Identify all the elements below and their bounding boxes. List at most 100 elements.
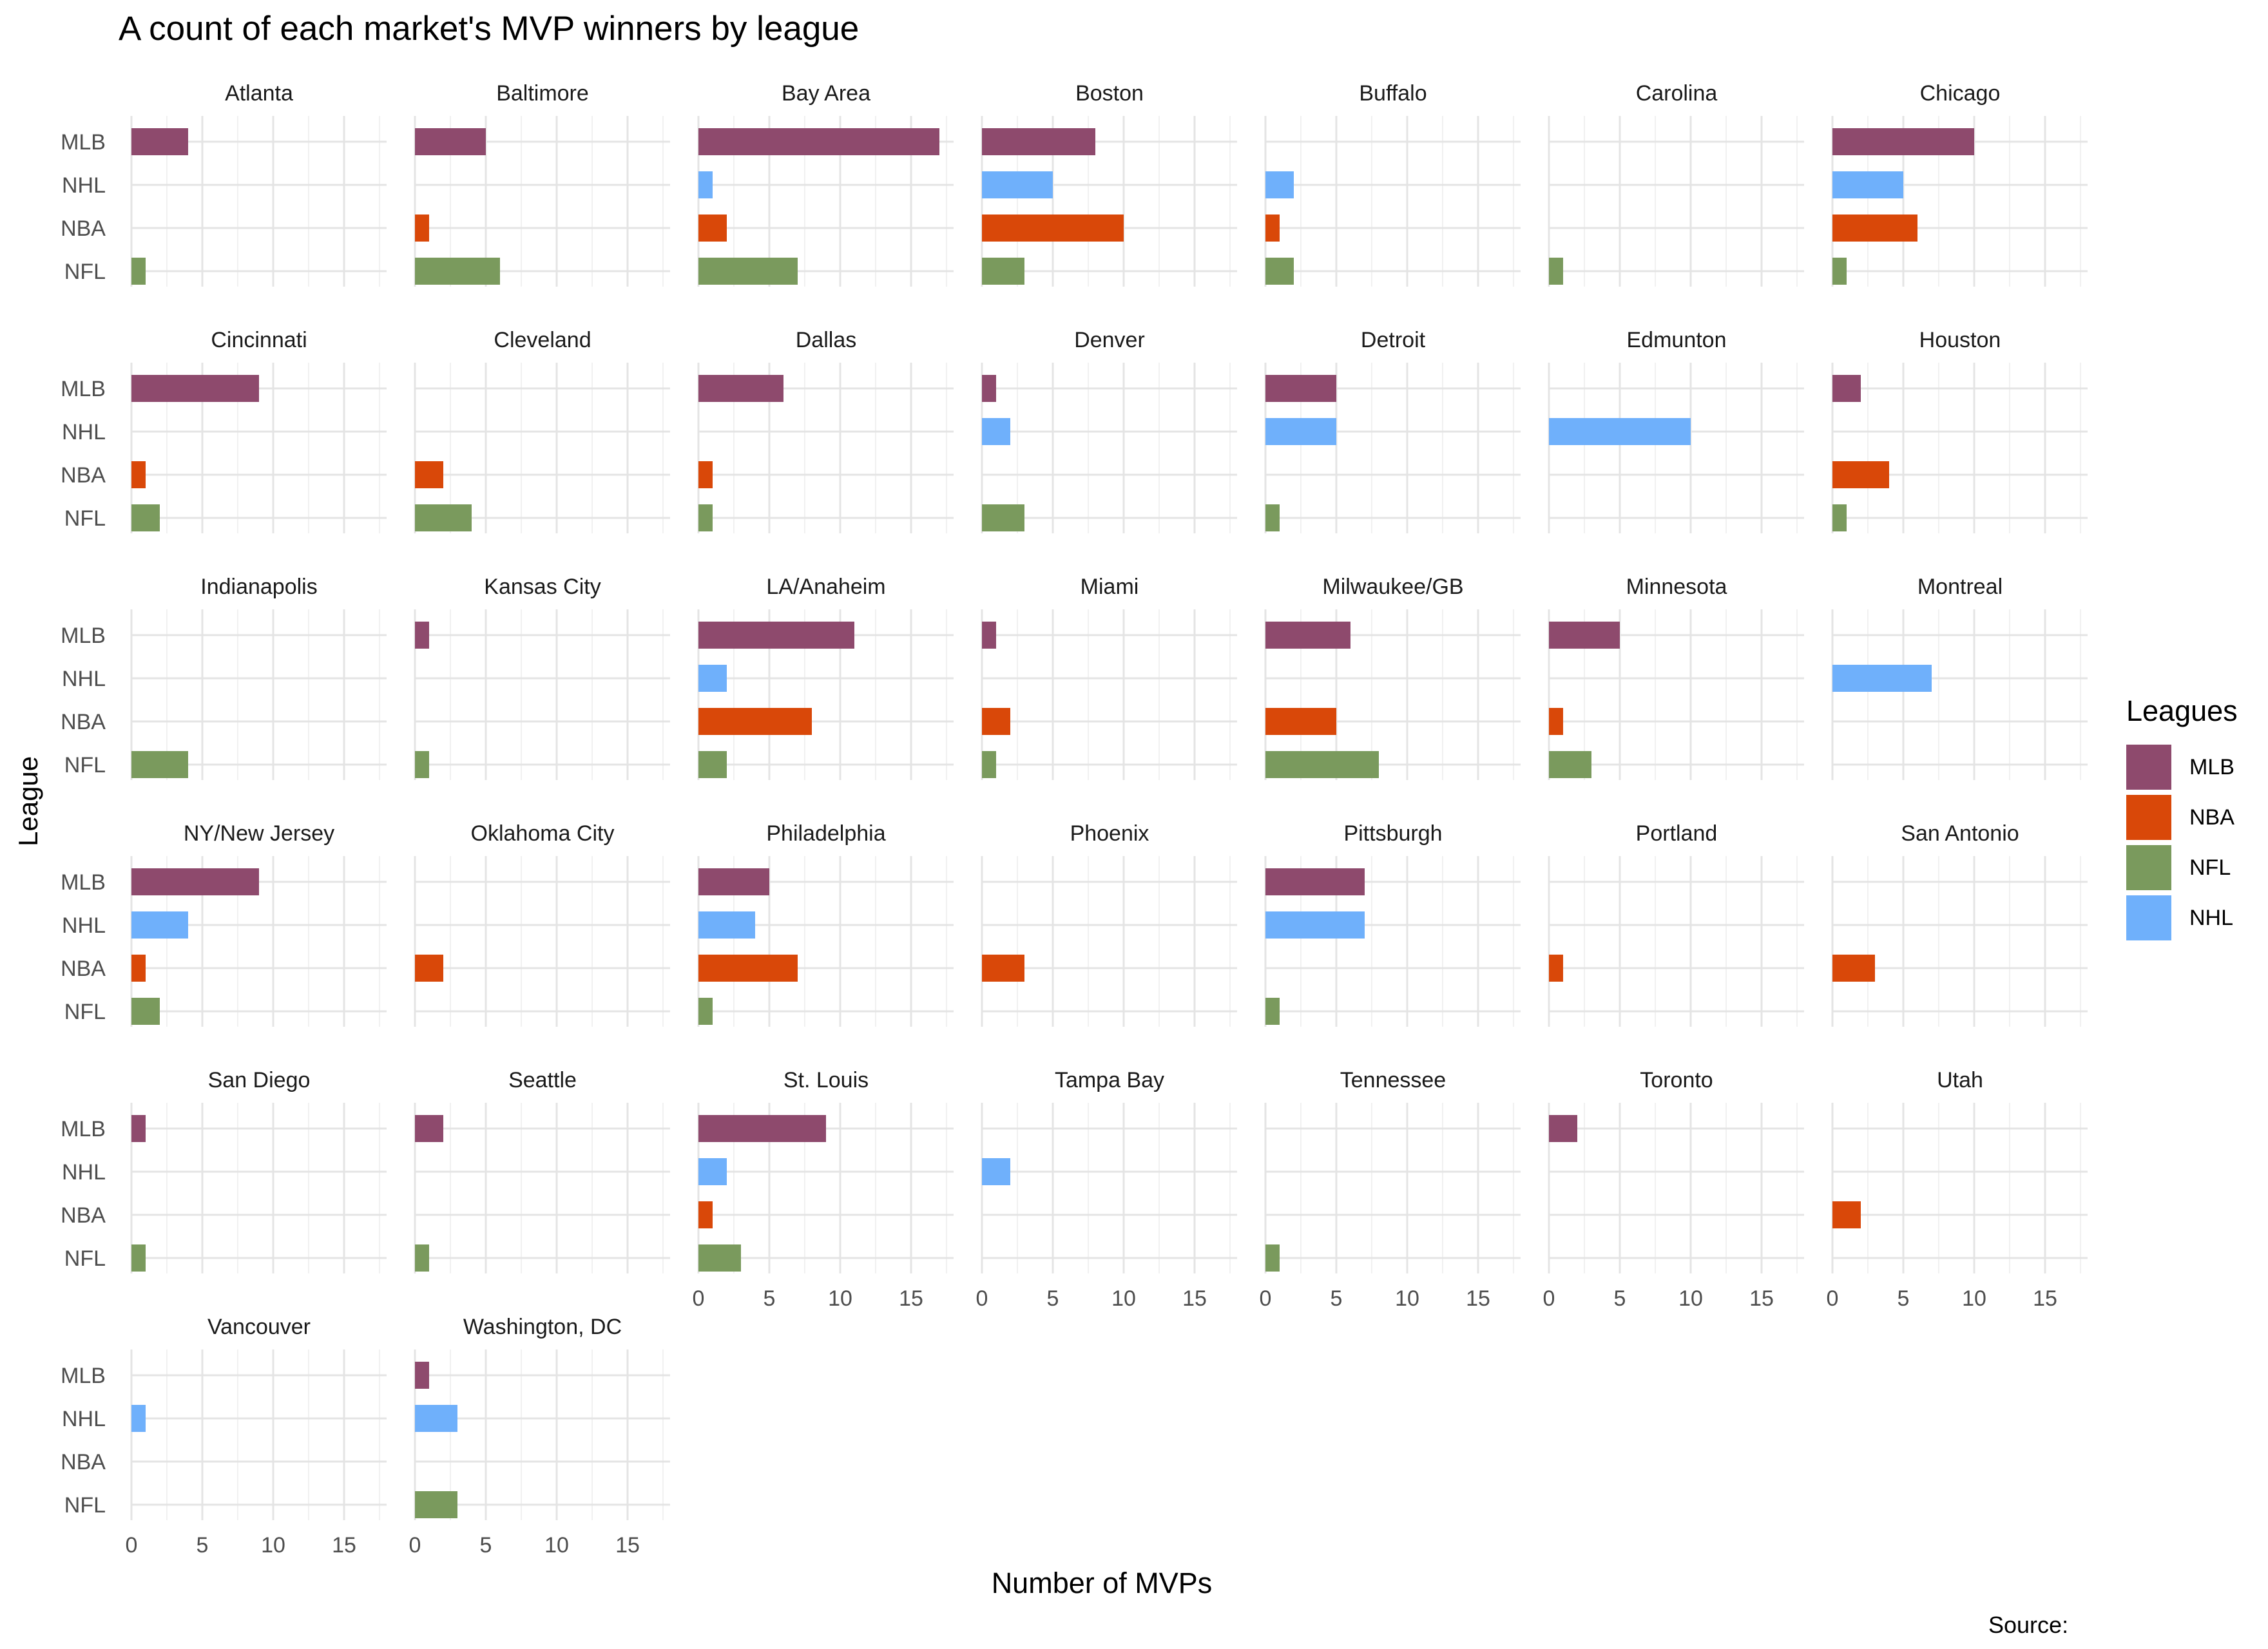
bar-mlb bbox=[698, 868, 769, 895]
bar-mlb bbox=[131, 375, 259, 402]
facet-panel: Minnesota bbox=[1548, 575, 1804, 780]
bar-nba bbox=[1832, 955, 1875, 982]
facet-panel: Edmunton bbox=[1548, 328, 1804, 533]
x-tick-label: 15 bbox=[332, 1533, 356, 1558]
bar-mlb bbox=[415, 1115, 443, 1142]
legend-item-nhl: NHL bbox=[2126, 893, 2238, 943]
bar-nba bbox=[982, 955, 1024, 982]
x-tick-label: 10 bbox=[261, 1533, 285, 1558]
facet-label: Montreal bbox=[1917, 575, 2003, 599]
x-tick-label: 5 bbox=[1898, 1286, 1910, 1311]
facet-label: San Diego bbox=[208, 1068, 311, 1092]
facet-label: NY/New Jersey bbox=[184, 821, 334, 846]
bar-nfl bbox=[1832, 258, 1847, 285]
facet-label: Seattle bbox=[508, 1068, 577, 1092]
legend-label: NBA bbox=[2189, 805, 2234, 830]
facet-label: Edmunton bbox=[1627, 328, 1727, 352]
x-tick-label: 10 bbox=[1111, 1286, 1136, 1311]
bar-mlb bbox=[415, 128, 486, 155]
bar-nhl bbox=[698, 171, 713, 198]
bar-mlb bbox=[1549, 1115, 1577, 1142]
facet-label: Boston bbox=[1075, 81, 1144, 106]
y-tick-label: NFL bbox=[64, 753, 106, 777]
y-tick-label: NBA bbox=[61, 216, 106, 241]
bar-nfl bbox=[131, 504, 160, 531]
bar-mlb bbox=[131, 868, 259, 895]
x-tick-label: 15 bbox=[1182, 1286, 1207, 1311]
bar-nba bbox=[1832, 1201, 1861, 1228]
x-tick-label: 0 bbox=[693, 1286, 705, 1311]
bar-nhl bbox=[698, 1158, 727, 1185]
facet-label: Tennessee bbox=[1340, 1068, 1446, 1092]
bar-nfl bbox=[1265, 751, 1379, 778]
bar-nfl bbox=[131, 751, 188, 778]
x-tick-label: 5 bbox=[1331, 1286, 1343, 1311]
bar-nba bbox=[698, 955, 798, 982]
bar-nfl bbox=[415, 751, 429, 778]
facet-panel: Pittsburgh bbox=[1264, 821, 1521, 1027]
bar-nfl bbox=[415, 1491, 457, 1518]
legend-item-nba: NBA bbox=[2126, 792, 2238, 843]
x-tick-label: 15 bbox=[615, 1533, 640, 1558]
facet-label: Phoenix bbox=[1070, 821, 1149, 846]
x-tick-label: 10 bbox=[1678, 1286, 1703, 1311]
bar-nba bbox=[1832, 461, 1889, 488]
x-axis-label: Number of MVPs bbox=[991, 1567, 1213, 1599]
facet-panel: San Diego MLB NHL NBA NFL bbox=[61, 1068, 387, 1273]
y-tick-label: NHL bbox=[62, 1407, 106, 1431]
x-tick-label: 5 bbox=[197, 1533, 209, 1558]
bar-mlb bbox=[1265, 868, 1365, 895]
bar-nhl bbox=[982, 418, 1010, 445]
facet-panel: Tampa Bay 0 5 10 15 bbox=[976, 1068, 1237, 1311]
bar-nhl bbox=[1549, 418, 1691, 445]
bar-mlb bbox=[698, 128, 939, 155]
facet-label: Tampa Bay bbox=[1055, 1068, 1164, 1092]
facet-panel: Montreal bbox=[1831, 575, 2088, 780]
y-tick-label: MLB bbox=[61, 1117, 106, 1141]
bar-nfl bbox=[1265, 258, 1294, 285]
legend-label: NFL bbox=[2189, 855, 2231, 880]
x-tick-label: 5 bbox=[1047, 1286, 1059, 1311]
facet-label: Cleveland bbox=[494, 328, 591, 352]
legend-swatch bbox=[2126, 745, 2171, 790]
bar-nba bbox=[415, 955, 443, 982]
legend-items: MLB NBA NFL NHL bbox=[2126, 742, 2238, 943]
bar-nfl bbox=[1265, 1244, 1280, 1272]
y-tick-label: NBA bbox=[61, 957, 106, 981]
bar-nba bbox=[698, 461, 713, 488]
bar-nfl bbox=[982, 504, 1024, 531]
y-tick-label: MLB bbox=[61, 377, 106, 401]
bar-nfl bbox=[698, 504, 713, 531]
facet-panel: Boston bbox=[981, 81, 1237, 287]
bar-nhl bbox=[131, 1405, 146, 1432]
bar-mlb bbox=[1549, 622, 1620, 649]
facet-label: Detroit bbox=[1361, 328, 1426, 352]
facet-panel: Portland bbox=[1548, 821, 1804, 1027]
bar-nhl bbox=[982, 171, 1053, 198]
y-tick-label: NBA bbox=[61, 463, 106, 488]
facet-panel: Baltimore bbox=[414, 81, 670, 287]
y-tick-label: NBA bbox=[61, 1450, 106, 1474]
facet-label: Pittsburgh bbox=[1343, 821, 1442, 846]
bar-nba bbox=[1549, 708, 1563, 735]
facet-panel: Indianapolis MLB NHL NBA NFL bbox=[61, 575, 387, 780]
y-tick-label: NFL bbox=[64, 1246, 106, 1271]
facet-panel: Washington, DC 0 5 10 15 bbox=[409, 1315, 670, 1558]
facet-panel: Buffalo bbox=[1264, 81, 1521, 287]
legend-label: MLB bbox=[2189, 754, 2234, 779]
bar-nba bbox=[698, 708, 812, 735]
bar-nhl bbox=[1832, 665, 1932, 692]
legend-swatch bbox=[2126, 795, 2171, 840]
facet-panel: Vancouver MLB NHL NBA NFL 0 5 10 15 bbox=[61, 1315, 387, 1558]
facet-label: San Antonio bbox=[1901, 821, 2019, 846]
legend-swatch bbox=[2126, 895, 2171, 940]
facet-panel: Bay Area bbox=[697, 81, 954, 287]
y-tick-label: NHL bbox=[62, 173, 106, 198]
facet-panel: Seattle bbox=[414, 1068, 670, 1273]
bar-nhl bbox=[1265, 171, 1294, 198]
facet-label: Oklahoma City bbox=[471, 821, 615, 846]
facet-label: Baltimore bbox=[496, 81, 589, 106]
x-tick-label: 15 bbox=[1466, 1286, 1490, 1311]
facet-panel: Cincinnati MLB NHL NBA NFL bbox=[61, 328, 387, 533]
